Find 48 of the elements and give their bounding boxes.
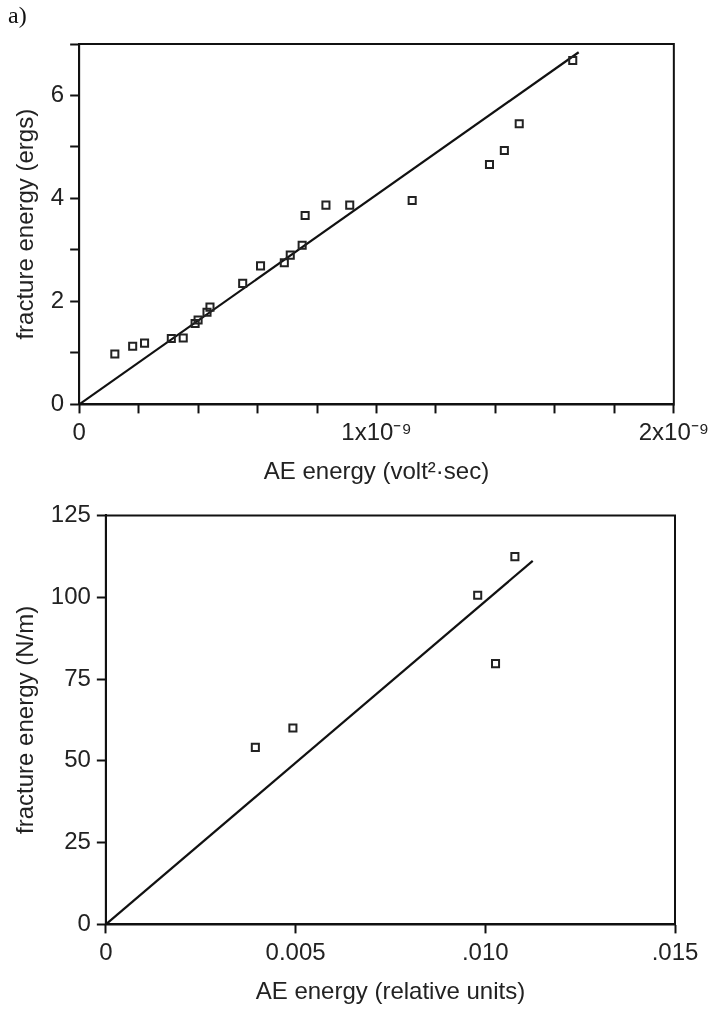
- point: [510, 552, 520, 562]
- point: [178, 333, 188, 343]
- point: [288, 723, 298, 733]
- point: [250, 742, 260, 752]
- x-tick-label: 2x10⁻⁹: [638, 418, 709, 446]
- point: [166, 333, 176, 344]
- y-tick-label: 4: [50, 183, 65, 211]
- point: [202, 307, 212, 317]
- x-axis-title: AE energy (relative units): [255, 977, 526, 1005]
- text: a): [8, 2, 27, 29]
- y-tick-label: 125: [50, 500, 91, 528]
- point: [499, 146, 509, 156]
- point: [128, 341, 138, 351]
- point: [193, 315, 203, 325]
- point: [297, 240, 307, 250]
- point: [407, 195, 417, 206]
- x-tick-label: 0.005: [265, 938, 326, 966]
- point: [300, 210, 310, 220]
- x-tick-label: .010: [461, 938, 509, 966]
- y-tick-label: 0: [50, 389, 65, 417]
- y-tick-label: 25: [64, 827, 91, 855]
- y-axis-title: fracture energy (ergs): [11, 108, 39, 340]
- point: [140, 338, 150, 348]
- point: [238, 278, 248, 288]
- point: [490, 659, 501, 669]
- y-tick-label: 0: [77, 909, 91, 937]
- point: [255, 261, 266, 271]
- x-tick-label: 0: [99, 938, 113, 966]
- point: [279, 258, 289, 268]
- point: [345, 200, 355, 210]
- point: [473, 590, 483, 600]
- point: [568, 55, 578, 66]
- y-axis-title: fracture energy (N/m): [11, 605, 39, 834]
- point: [285, 250, 295, 260]
- point: [110, 349, 120, 359]
- y-tick-label: 75: [64, 663, 91, 691]
- y-tick-label: 100: [50, 581, 91, 609]
- point: [514, 119, 524, 129]
- y-tick-label: 50: [64, 745, 91, 773]
- x-tick-label: .015: [651, 938, 699, 966]
- x-axis-title: AE energy (volt²·sec): [263, 457, 490, 485]
- point: [190, 319, 200, 329]
- point: [321, 200, 331, 210]
- x-tick-label: 1x10⁻⁹: [341, 418, 412, 446]
- y-tick-label: 6: [50, 80, 65, 108]
- point: [484, 159, 495, 170]
- point: [205, 302, 215, 312]
- y-tick-label: 2: [50, 286, 65, 314]
